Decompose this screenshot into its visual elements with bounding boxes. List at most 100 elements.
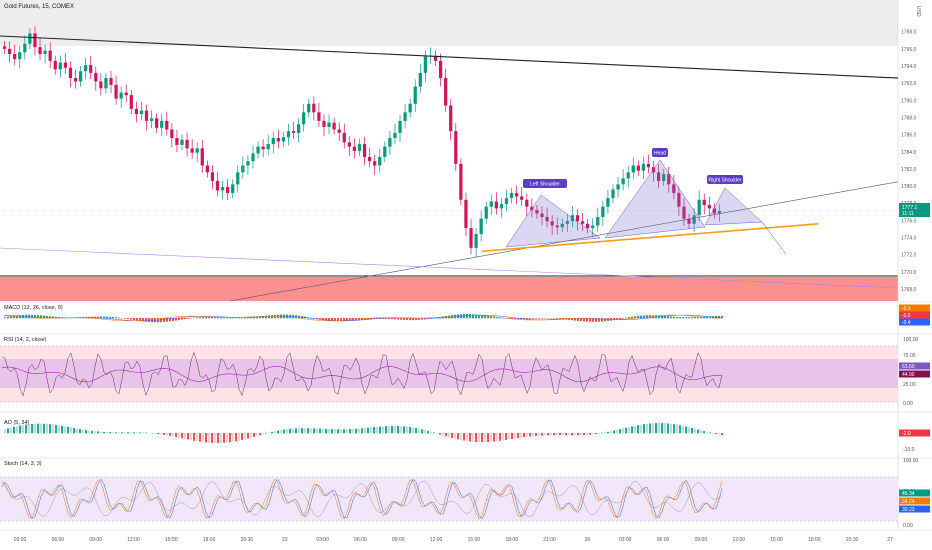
indicator-tick-label: 25.00 [903,382,916,388]
macd-bar [523,318,525,320]
ao-bar [340,429,342,434]
candle-body [459,163,463,200]
candle-body [606,198,610,207]
macd-bar [94,316,96,319]
ao-bar [385,426,387,434]
ao-bar [205,433,207,443]
candle-body [94,72,98,82]
macd-bar [187,318,189,319]
ao-bar [514,433,516,439]
ao-bar [532,433,534,437]
macd-bar [427,318,429,320]
ao-bar [427,430,429,434]
price-tag [899,318,930,326]
pattern-label: Left Shoulder [530,182,560,188]
candle-body [621,178,625,185]
candle-body [53,60,57,70]
rsi-title[interactable]: RSI (14, 2, close) [4,337,47,343]
ao-bar [652,423,654,434]
ao-bar [499,433,501,441]
ao-bar [202,433,204,443]
ao-bar [409,427,411,434]
time-tick-label: 06:00 [657,537,670,543]
ao-bar [583,433,585,436]
macd-bar [643,315,645,319]
macd-bar [175,318,177,321]
macd-bar [109,316,111,319]
candle-body [373,161,377,166]
trendlines: Left Shoulder Head Right Shoulder [0,35,899,302]
ao-bar [655,423,657,434]
ao-bar [505,433,507,440]
ao-bar [472,433,474,442]
ao-bar [70,427,72,434]
ao-bar [103,431,105,434]
ao-bar [253,433,255,437]
indicator-tick-label: 0.00 [903,401,913,407]
candle-body [134,108,138,115]
ao-bar [142,432,144,434]
stoch-title[interactable]: Stoch (14, 3, 3) [4,461,42,467]
macd-bar [637,315,639,319]
macd-bar [253,316,255,319]
ao-bar [685,426,687,434]
ao-title[interactable]: AO (5, 34) [4,420,30,426]
macd-signal-line [3,314,722,322]
macd-bar [346,318,348,322]
macd-bar [466,314,468,319]
candle-body [190,148,194,153]
macd-bar [580,318,582,322]
candle-body [226,186,230,193]
candle-body [383,146,387,157]
macd-bar [316,318,318,320]
ao-bar [139,432,141,434]
time-tick-label: 12:00 [430,537,443,543]
ao-bar [412,427,414,434]
macd-bar [493,316,495,319]
macd-title[interactable]: MACD (12, 26, close, 9) [4,305,63,311]
candle-body [677,192,681,207]
left-shoulder-triangle [505,194,601,248]
ao-bar [250,433,252,438]
time-tick-label: 15:00 [468,537,481,543]
ao-bar [391,425,393,434]
macd-bar [136,318,138,321]
candle-body [215,180,220,191]
ao-bar [649,423,651,434]
macd-bar [259,316,261,319]
ao-bar [709,432,711,434]
ao-bar [328,429,330,434]
ao-bar [670,423,672,434]
ao-bar [271,431,273,434]
candle-body [454,131,458,164]
stoch-band [0,477,898,521]
price-tag-value: -0.1 [902,306,911,312]
candle-body [104,78,108,89]
candle-body [707,204,711,209]
ao-bar [58,425,60,434]
macd-bar [382,318,384,319]
ao-bar [298,428,300,434]
indicator-tick-label: 100.00 [903,337,919,343]
price-tag [899,311,930,319]
ao-bar [76,428,78,434]
macd-bar [106,316,108,319]
candle-body [545,216,549,222]
macd-bar [406,318,408,321]
ao-bar [292,428,294,434]
candle-body [276,138,280,142]
ao-bar [538,433,540,436]
candle-body [540,213,544,217]
ao-bar [502,433,504,441]
candle-body [246,161,250,166]
ao-bar [136,432,138,434]
macd-bar [205,316,207,319]
ao-bar [13,426,15,434]
macd-bar [43,315,45,319]
macd-bar [334,318,336,322]
candle-body [631,165,635,173]
macd-bar [49,316,51,319]
ao-bar [211,433,213,443]
ao-bar [640,424,642,434]
